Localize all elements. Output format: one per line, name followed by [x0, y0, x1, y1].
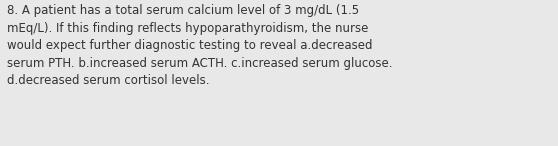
Text: 8. A patient has a total serum calcium level of 3 mg/dL (1.5
mEq/L). If this fin: 8. A patient has a total serum calcium l…: [7, 4, 392, 87]
